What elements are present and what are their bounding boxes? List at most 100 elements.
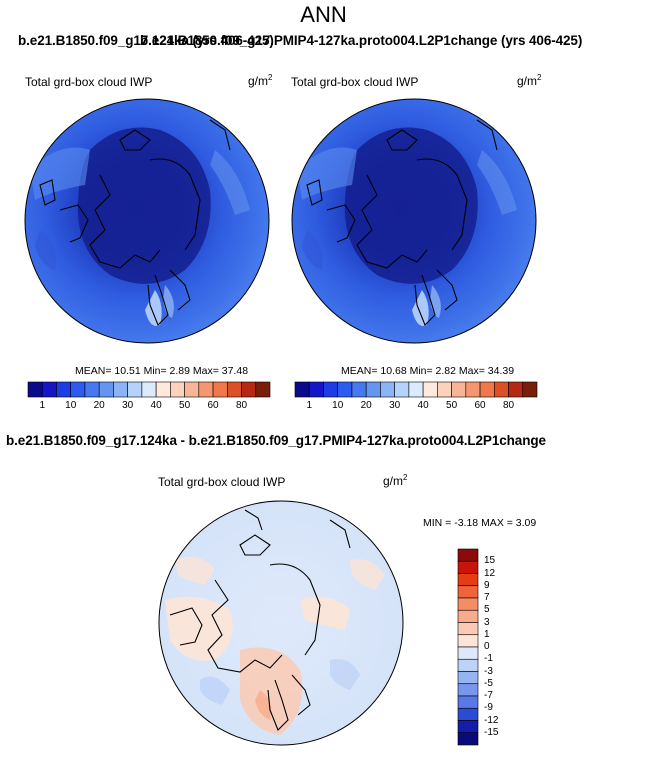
case-title-left: b.e21.B1850.f09_g17.124ka (yrs 406-425)	[18, 33, 274, 48]
colorbar-tick-label: 1	[484, 628, 490, 640]
colorbar-swatch	[170, 381, 185, 398]
colorbar-swatch	[241, 381, 257, 398]
left-panel-stats: MEAN= 10.51 Min= 2.89 Max= 37.48	[75, 365, 249, 377]
colorbar-tick-label: -5	[484, 677, 493, 689]
colorbar-tick-label: -15	[484, 726, 499, 738]
colorbar-tick-label: 3	[484, 616, 490, 628]
page-title: ANN	[300, 2, 347, 27]
right-colorbar	[294, 381, 538, 398]
colorbar-swatch	[457, 646, 479, 660]
colorbar-swatch	[56, 381, 72, 398]
colorbar-tick-label: -1	[484, 653, 493, 665]
colorbar-tick-label: 12	[484, 567, 496, 579]
colorbar-swatch	[84, 381, 100, 398]
diff-panel-varname: Total grd-box cloud IWP	[158, 475, 286, 489]
colorbar-swatch	[308, 381, 324, 398]
colorbar-tick-label: 9	[484, 579, 490, 591]
colorbar-swatch	[457, 695, 479, 709]
colorbar-tick-label: 10	[332, 400, 344, 411]
colorbar-tick-label: 50	[446, 400, 458, 411]
colorbar-swatch	[422, 381, 438, 398]
colorbar-swatch	[457, 732, 479, 746]
colorbar-swatch	[457, 585, 479, 599]
colorbar-swatch	[394, 381, 410, 398]
colorbar-tick-label: 30	[122, 400, 134, 411]
colorbar-swatch	[27, 381, 43, 398]
case-title-right: b.e21.B1850.f09_g17.PMIP4-127ka.proto004…	[140, 33, 583, 48]
colorbar-swatch	[508, 381, 524, 398]
colorbar-swatch	[98, 381, 114, 398]
colorbar-swatch	[408, 381, 424, 398]
colorbar-tick-label: 0	[484, 641, 490, 652]
diff-map	[158, 500, 404, 746]
colorbar-swatch	[457, 560, 479, 574]
colorbar-swatch	[380, 381, 395, 398]
colorbar-tick-label: 80	[235, 400, 248, 411]
colorbar-swatch	[457, 573, 479, 587]
colorbar-tick-label: -7	[484, 690, 493, 701]
colorbar-swatch	[351, 381, 367, 398]
colorbar-swatch	[479, 381, 495, 398]
left-map	[24, 98, 270, 344]
colorbar-tick-label: 7	[484, 592, 490, 603]
right-panel-units: g/m2	[517, 73, 542, 88]
colorbar-swatch	[212, 381, 228, 398]
colorbar-swatch	[437, 381, 452, 398]
right-map	[291, 98, 537, 344]
colorbar-swatch	[184, 381, 200, 398]
colorbar-swatch	[457, 548, 479, 562]
colorbar-swatch	[457, 597, 479, 611]
diff-title: b.e21.B1850.f09_g17.124ka - b.e21.B1850.…	[6, 433, 546, 448]
right-panel-varname: Total grd-box cloud IWP	[291, 75, 419, 89]
colorbar-tick-label: 50	[179, 400, 191, 411]
colorbar-swatch	[457, 634, 479, 648]
colorbar-swatch	[457, 609, 479, 623]
left-colorbar	[27, 381, 271, 398]
colorbar-swatch	[141, 381, 157, 398]
colorbar-swatch	[337, 381, 353, 398]
colorbar-swatch	[457, 658, 479, 672]
colorbar-tick-label: 1	[39, 400, 46, 411]
colorbar-tick-label: 1	[306, 400, 313, 411]
colorbar-tick-label: 10	[65, 400, 77, 411]
colorbar-swatch	[457, 720, 479, 734]
colorbar-tick-label: 15	[484, 555, 496, 567]
colorbar-swatch	[198, 381, 214, 398]
colorbar-swatch	[457, 683, 479, 697]
diff-panel-stats: MIN = -3.18 MAX = 3.09	[423, 517, 537, 529]
colorbar-tick-label: 60	[207, 400, 219, 411]
colorbar-swatch	[365, 381, 381, 398]
colorbar-swatch	[451, 381, 467, 398]
right-panel-stats: MEAN= 10.68 Min= 2.82 Max= 34.39	[341, 365, 515, 377]
colorbar-swatch	[457, 671, 479, 685]
colorbar-swatch	[113, 381, 128, 398]
colorbar-swatch	[226, 381, 242, 398]
diff-panel-units: g/m2	[383, 473, 408, 488]
colorbar-tick-label: 40	[417, 400, 429, 411]
colorbar-tick-label: 40	[150, 400, 162, 411]
colorbar-swatch	[127, 381, 143, 398]
colorbar-swatch	[465, 381, 481, 398]
colorbar-swatch	[493, 381, 509, 398]
left-panel-varname: Total grd-box cloud IWP	[25, 75, 153, 89]
colorbar-tick-label: -3	[484, 665, 493, 677]
colorbar-swatch	[255, 381, 271, 398]
left-panel-units: g/m2	[248, 73, 273, 88]
colorbar-swatch	[457, 622, 479, 636]
colorbar-tick-label: 60	[474, 400, 486, 411]
colorbar-swatch	[294, 381, 310, 398]
colorbar-tick-label: 80	[502, 400, 515, 411]
colorbar-swatch	[457, 707, 479, 721]
colorbar-swatch	[522, 381, 538, 398]
colorbar-tick-label: 30	[389, 400, 401, 411]
colorbar-swatch	[70, 381, 86, 398]
colorbar-swatch	[41, 381, 57, 398]
colorbar-swatch	[323, 381, 339, 398]
diff-colorbar	[457, 548, 479, 746]
colorbar-tick-label: -9	[484, 702, 493, 714]
colorbar-tick-label: 20	[93, 400, 105, 411]
colorbar-tick-label: -12	[484, 714, 499, 726]
colorbar-tick-label: 20	[360, 400, 372, 411]
